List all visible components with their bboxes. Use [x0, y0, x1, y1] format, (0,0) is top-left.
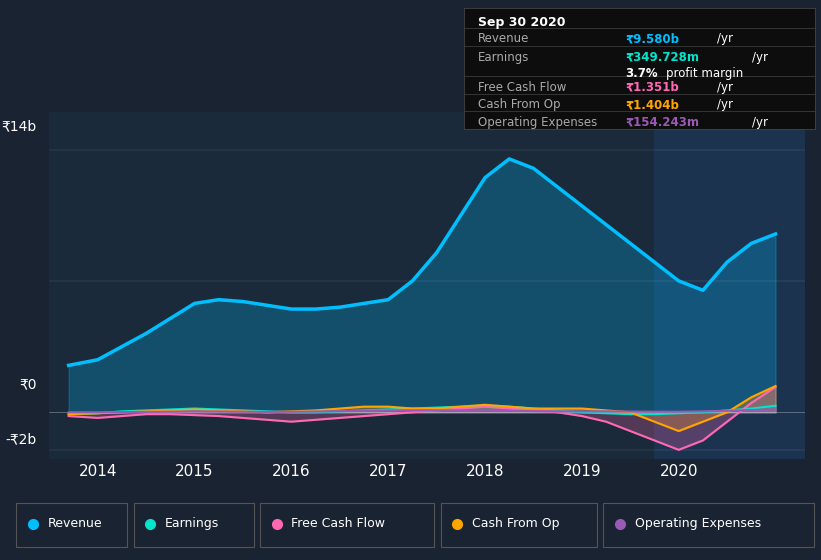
Text: /yr: /yr: [752, 50, 768, 63]
Text: ₹154.243m: ₹154.243m: [626, 115, 699, 129]
Bar: [654, 112, 805, 459]
Text: Earnings: Earnings: [165, 517, 219, 530]
Text: Operating Expenses: Operating Expenses: [635, 517, 761, 530]
Text: Operating Expenses: Operating Expenses: [478, 115, 597, 129]
Text: Free Cash Flow: Free Cash Flow: [291, 517, 385, 530]
Text: 3.7%: 3.7%: [626, 67, 658, 81]
Text: /yr: /yr: [752, 115, 768, 129]
Text: Sep 30 2020: Sep 30 2020: [478, 16, 566, 29]
Text: /yr: /yr: [717, 98, 733, 111]
Text: Free Cash Flow: Free Cash Flow: [478, 81, 566, 94]
Text: Revenue: Revenue: [478, 32, 530, 45]
Text: ₹349.728m: ₹349.728m: [626, 50, 699, 63]
Text: ₹9.580b: ₹9.580b: [626, 32, 680, 45]
Text: Revenue: Revenue: [48, 517, 103, 530]
Text: ₹1.351b: ₹1.351b: [626, 81, 679, 94]
Text: ₹0: ₹0: [20, 377, 37, 392]
Text: Cash From Op: Cash From Op: [472, 517, 560, 530]
Text: ₹14b: ₹14b: [2, 119, 37, 133]
Text: ₹1.404b: ₹1.404b: [626, 98, 680, 111]
Text: /yr: /yr: [717, 32, 733, 45]
Text: /yr: /yr: [717, 81, 733, 94]
Text: Cash From Op: Cash From Op: [478, 98, 561, 111]
Text: Earnings: Earnings: [478, 50, 530, 63]
Text: -₹2b: -₹2b: [6, 432, 37, 447]
Text: profit margin: profit margin: [666, 67, 743, 81]
